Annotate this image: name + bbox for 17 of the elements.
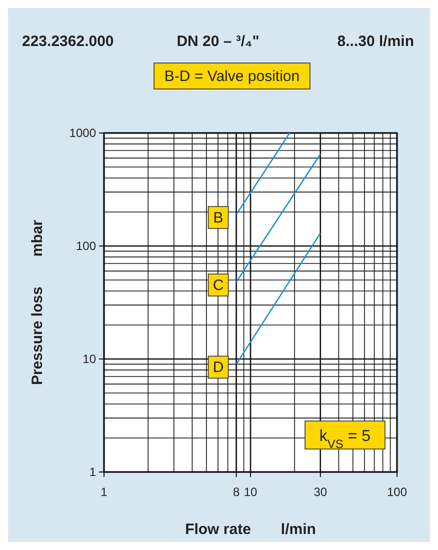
text: B-D = Valve position: [164, 68, 300, 85]
x-tick-label: 100: [386, 485, 408, 499]
series-label: B: [213, 210, 224, 226]
y-tick-label: 10: [82, 352, 96, 366]
x-tick-label: 8: [232, 485, 240, 499]
x-tick-label: 30: [314, 485, 328, 499]
text: Pressure loss mbar: [29, 220, 46, 386]
y-tick-label: 1000: [69, 126, 96, 140]
x-tick-label: 10: [244, 485, 258, 499]
chart-title: 223.2362.000 DN 20 – ³/₄" 8...30 l/min: [22, 33, 414, 50]
text: Flow rate l/min: [185, 521, 316, 538]
y-tick-label: 1: [89, 465, 96, 479]
series-label: C: [212, 277, 224, 294]
y-tick-label: 100: [76, 239, 96, 253]
annotation: k$_{VS}$ = 5: [319, 428, 371, 451]
x-tick-label: 1: [100, 485, 108, 499]
series-label: D: [212, 359, 224, 376]
